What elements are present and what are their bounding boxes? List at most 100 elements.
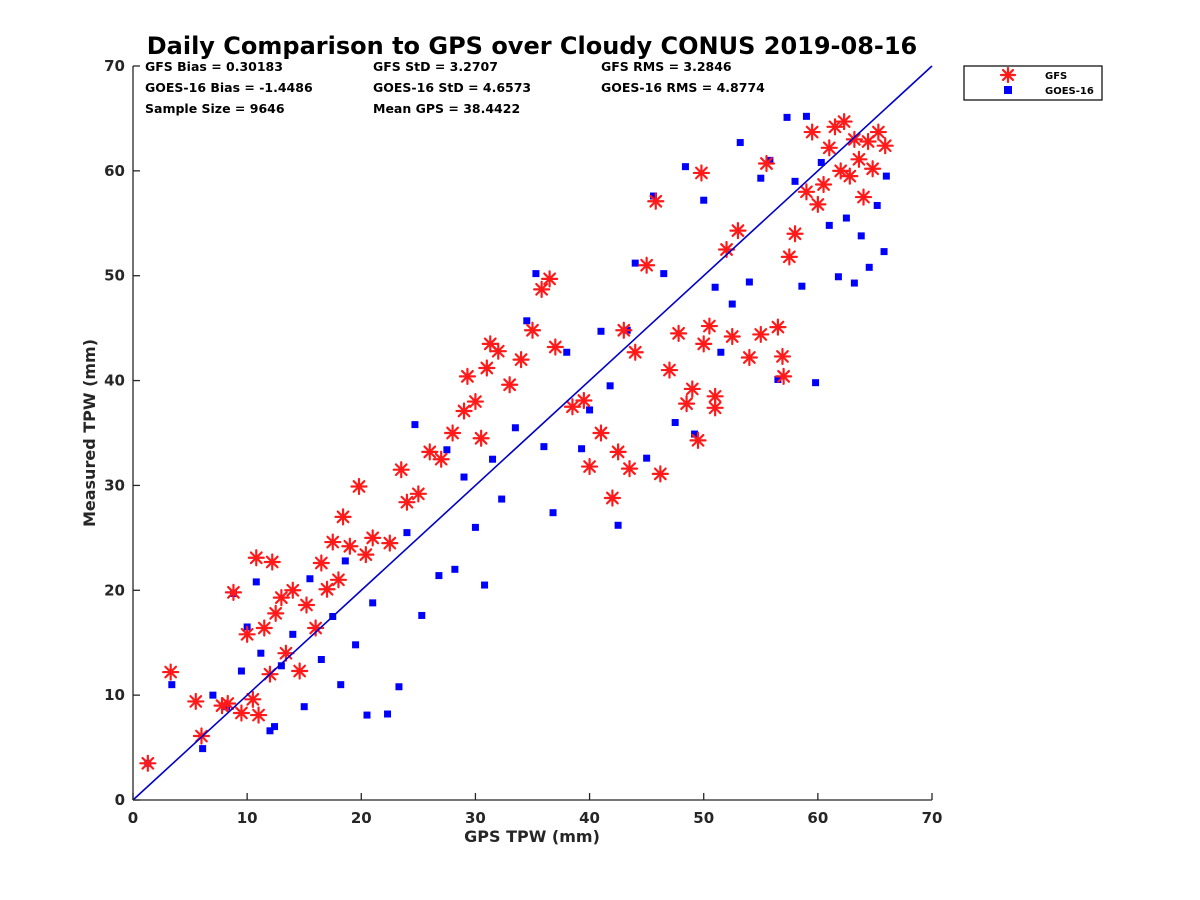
goes-point: [631, 259, 639, 267]
gfs-point: [841, 167, 859, 185]
gfs-point: [832, 162, 850, 180]
goes-point: [791, 177, 799, 185]
axes: 0 10 20 30 40 50 60 70 0 10 20 30 40 50 60 70: [104, 57, 942, 827]
gfs-point: [444, 424, 462, 442]
gfs-point: [575, 391, 593, 410]
goes-point: [817, 158, 825, 166]
legend-gfs-label: GFS: [1045, 71, 1067, 82]
goes-point: [700, 196, 708, 204]
gfs-point: [318, 580, 336, 598]
gfs-point: [683, 380, 701, 398]
goes-point: [460, 473, 468, 481]
goes-point: [532, 270, 540, 278]
gfs-point: [854, 188, 873, 206]
goes-point: [384, 710, 392, 718]
gfs-point: [244, 690, 262, 708]
goes-point: [614, 521, 622, 529]
gfs-point: [219, 694, 237, 713]
gfs-point: [609, 443, 627, 461]
x-tick-label: 0: [128, 809, 138, 827]
one-to-one-line: [132, 65, 933, 801]
gfs-point: [357, 546, 375, 564]
stat-goes-std: GOES-16 StD = 4.6573: [373, 80, 531, 95]
legend: GFS GOES-16: [963, 65, 1103, 101]
goes-point: [498, 495, 506, 503]
gfs-point: [247, 549, 265, 567]
gfs-point: [809, 195, 827, 214]
legend-gfs-asterisk: [999, 66, 1017, 84]
goes-point: [774, 376, 782, 384]
gfs-point: [757, 154, 776, 173]
goes-point: [757, 174, 765, 182]
gfs-point: [620, 460, 639, 478]
gfs-point: [603, 489, 622, 507]
gfs-point: [489, 342, 507, 360]
goes-point: [443, 446, 451, 454]
gfs-point: [398, 493, 416, 511]
goes-point: [736, 139, 744, 147]
gfs-point: [329, 571, 348, 589]
gfs-point: [533, 280, 551, 298]
y-tick-label: 50: [104, 267, 125, 285]
legend-gfs-marker: [999, 66, 1017, 84]
gfs-point: [162, 663, 180, 681]
goes-point: [717, 348, 725, 356]
gfs-point: [481, 335, 499, 353]
gfs-point: [541, 270, 559, 288]
goes-point: [306, 575, 314, 583]
goes-point: [873, 201, 881, 209]
chart-title: Daily Comparison to GPS over Cloudy CONU…: [147, 32, 918, 60]
gfs-point: [700, 317, 719, 335]
goes-point: [812, 379, 820, 387]
gfs-point: [869, 123, 887, 141]
x-tick-label: 60: [807, 809, 828, 827]
stats-block: GFS Bias = 0.30183 GFS StD = 3.2707 GFS …: [145, 59, 765, 116]
gfs-point: [723, 327, 741, 346]
goes-point: [471, 523, 479, 531]
gfs-point: [651, 465, 669, 483]
gfs-point: [263, 553, 281, 571]
gfs-point: [775, 367, 793, 385]
gfs-point: [717, 240, 736, 259]
gfs-point: [224, 583, 243, 601]
goes-point: [511, 424, 519, 432]
gfs-point: [835, 112, 853, 131]
x-tick-label: 30: [465, 809, 486, 827]
gfs-point: [284, 581, 302, 599]
legend-goes-label: GOES-16: [1045, 86, 1094, 97]
goes-point: [681, 163, 689, 171]
goes-point: [403, 529, 411, 537]
gfs-point: [249, 706, 268, 724]
goes-point: [880, 248, 888, 256]
x-tick-label: 10: [237, 809, 258, 827]
gfs-point: [478, 359, 496, 377]
goes-point: [578, 445, 586, 453]
gfs-point: [615, 321, 633, 339]
gfs-point: [814, 175, 833, 194]
gfs-point: [876, 137, 894, 155]
goes-point: [289, 630, 297, 638]
goes-point: [271, 723, 279, 731]
stat-goes-rms: GOES-16 RMS = 4.8774: [601, 80, 765, 95]
gfs-point: [803, 123, 821, 141]
goes-point: [257, 649, 265, 657]
goes-point: [418, 611, 426, 619]
gfs-point: [592, 424, 610, 442]
goes-point: [643, 454, 651, 462]
goes-point: [277, 662, 285, 670]
goes-point: [691, 430, 699, 438]
gfs-point: [859, 132, 877, 151]
goes-point: [481, 581, 489, 589]
gfs-point: [740, 348, 758, 367]
goes-point: [660, 270, 668, 278]
gfs-point: [297, 596, 316, 614]
goes-point: [857, 232, 865, 240]
stat-sample-size: Sample Size = 9646: [145, 101, 285, 116]
gfs-point: [472, 429, 490, 447]
gfs-point: [432, 450, 450, 468]
gfs-point: [563, 398, 582, 416]
gfs-point: [689, 431, 707, 449]
gfs-point: [677, 395, 696, 413]
